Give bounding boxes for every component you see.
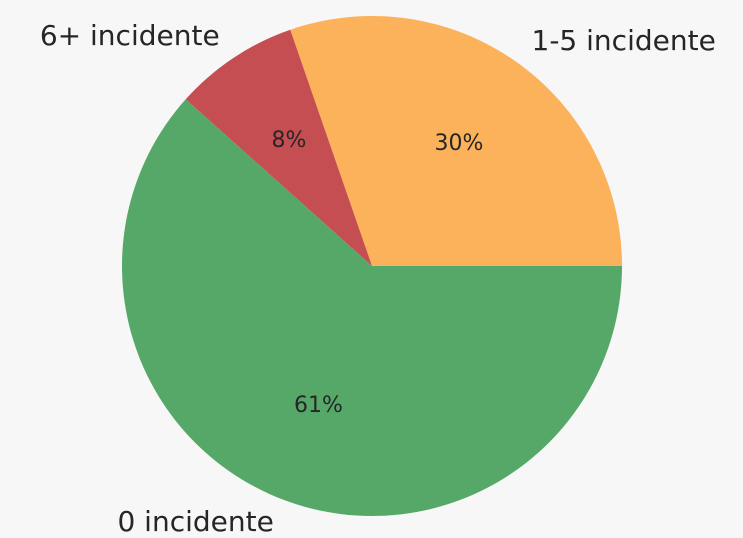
percent-label: 61% bbox=[294, 393, 343, 418]
pie-slice bbox=[185, 29, 372, 266]
pie-slice bbox=[122, 99, 622, 517]
percent-label: 8% bbox=[271, 128, 306, 153]
pie-slice bbox=[290, 15, 622, 266]
slice-label: 1-5 incidente bbox=[532, 24, 716, 57]
percent-label: 30% bbox=[435, 131, 484, 156]
slice-label: 6+ incidente bbox=[40, 19, 220, 52]
slice-label: 0 incidente bbox=[117, 505, 273, 538]
